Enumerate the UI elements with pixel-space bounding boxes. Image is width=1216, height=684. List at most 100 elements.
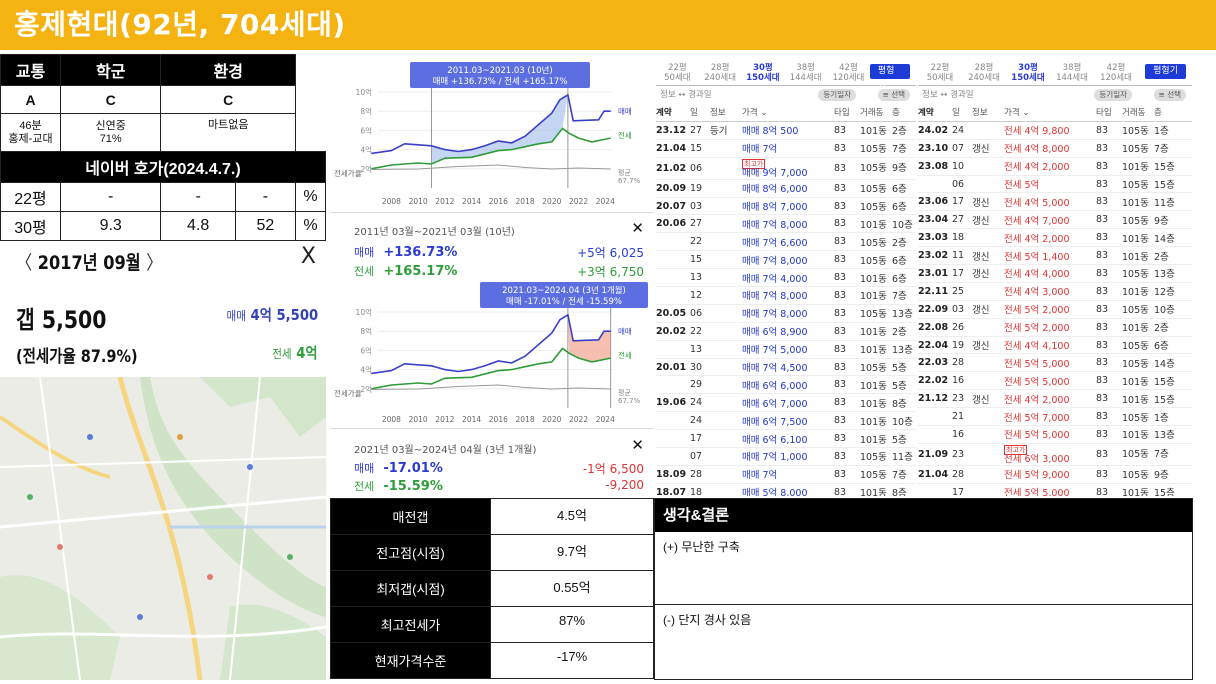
pyeong-tab[interactable]: 28평 240세대	[704, 63, 737, 83]
deal-date: 22.03	[918, 357, 949, 369]
table-row[interactable]: 17 전세 5억 5,000 83 101동 15층	[918, 484, 1192, 496]
deal-type: 83	[834, 182, 847, 194]
close-icon[interactable]: X	[300, 244, 316, 269]
table-row[interactable]: 21.09 23 최고가 전세 6억 3,000 83 105동 7층	[918, 444, 1192, 466]
filter-select-button[interactable]: ≡ 선택	[1153, 89, 1186, 101]
column-header[interactable]: 일	[952, 108, 960, 119]
table-row[interactable]: 21.12 23 갱신 전세 4억 2,000 83 101동 15층	[918, 390, 1192, 409]
table-row[interactable]: 23.08 10 전세 4억 2,000 83 101동 15층	[918, 158, 1192, 176]
next-month-button[interactable]: 〉	[146, 252, 163, 274]
close-icon[interactable]: ✕	[631, 219, 644, 237]
thoughts-pro[interactable]: (+) 무난한 구축	[655, 532, 1192, 605]
pyeong-tab[interactable]: 22평 50세대	[926, 63, 954, 83]
deal-price: 매매 6억 6,100	[742, 434, 808, 446]
table-row[interactable]: 22.08 26 전세 5억 2,000 83 101동 2층	[918, 319, 1192, 337]
table-row[interactable]: 12 매매 7억 8,000 83 101동 7층	[656, 287, 916, 305]
table-row[interactable]: 29 매매 6억 6,000 83 101동 5층	[656, 376, 916, 395]
table-row[interactable]: 06 전세 5억 83 105동 15층	[918, 176, 1192, 194]
table-row[interactable]: 24 매매 6억 7,500 83 101동 10층	[656, 412, 916, 431]
table-row[interactable]: 13 매매 7억 4,000 83 101동 6층	[656, 269, 916, 288]
table-row[interactable]: 22.02 16 전세 5억 5,000 83 101동 15층	[918, 372, 1192, 391]
deal-type: 83	[834, 272, 847, 284]
table-row[interactable]: 23.04 27 갱신 전세 4억 7,000 83 105동 9층	[918, 211, 1192, 230]
table-row[interactable]: 07 매매 7억 1,000 83 105동 11층	[656, 448, 916, 466]
table-row[interactable]: 22.09 03 갱신 전세 5억 2,000 83 105동 10층	[918, 301, 1192, 319]
deal-day: 24	[690, 397, 703, 409]
filter-date-button[interactable]: 등기일자	[818, 89, 856, 101]
price-chart-2[interactable]: 10억 8억 6억 4억 2억 2008 2010 2012 2014 2016 2018 2020 2…	[330, 280, 654, 428]
column-header[interactable]: 층	[892, 108, 900, 119]
table-row[interactable]: 24.02 24 전세 4억 9,800 83 105동 1층	[918, 122, 1192, 140]
column-header[interactable]: 가격 ⌄	[742, 108, 768, 119]
pyeong-tab[interactable]: 30평 150세대	[1011, 63, 1045, 83]
close-icon[interactable]: ✕	[631, 436, 644, 454]
table-row[interactable]: 23.01 17 갱신 전세 4억 4,000 83 105동 13층	[918, 265, 1192, 283]
thoughts-con[interactable]: (-) 단지 경사 있음	[663, 613, 752, 627]
table-row[interactable]: 20.06 27 매매 7억 8,000 83 101동 10층	[656, 215, 916, 234]
table-row[interactable]: 22.04 19 갱신 전세 4억 4,100 83 105동 6층	[918, 337, 1192, 355]
deal-floor: 2층	[892, 327, 907, 339]
table-row[interactable]: 20.05 06 매매 7억 8,000 83 105동 13층	[656, 305, 916, 323]
table-row[interactable]: 20.07 03 매매 8억 7,000 83 105동 6층	[656, 198, 916, 216]
pyeong-tab[interactable]: 38평 144세대	[789, 63, 822, 83]
table-row[interactable]: 19.06 24 매매 6억 7,000 83 101동 8층	[656, 394, 916, 413]
filter-select-button[interactable]: ≡ 선택	[877, 89, 910, 101]
table-row[interactable]: 20.01 30 매매 7억 4,500 83 105동 5층	[656, 359, 916, 377]
column-header[interactable]: 층	[1154, 108, 1162, 119]
deal-dong: 101동	[1122, 162, 1149, 174]
table-row[interactable]: 23.03 18 전세 4억 2,000 83 101동 14층	[918, 229, 1192, 248]
column-header[interactable]: 정보	[972, 108, 988, 119]
column-header[interactable]: 타입	[1096, 108, 1112, 119]
table-row[interactable]: 20.02 22 매매 6억 8,900 83 101동 2층	[656, 323, 916, 341]
table-row[interactable]: 22 매매 7억 6,600 83 105동 2층	[656, 233, 916, 252]
deal-dong: 105동	[860, 184, 887, 196]
pyeong-button[interactable]: 평형기	[1145, 64, 1186, 79]
table-row[interactable]: 23.06 17 갱신 전세 4억 5,000 83 101동 11층	[918, 193, 1192, 212]
table-row[interactable]: 23.12 27 등기 매매 8억 500 83 101동 2층	[656, 122, 916, 140]
table-row[interactable]: 15 매매 7억 8,000 83 105동 6층	[656, 251, 916, 270]
deal-dong: 105동	[1122, 144, 1149, 156]
filter-date-button[interactable]: 등기일자	[1094, 89, 1132, 101]
column-header[interactable]: 타입	[834, 108, 850, 119]
column-header[interactable]: 가격 ⌄	[1004, 108, 1030, 119]
table-row[interactable]: 23.10 07 갱신 전세 4억 8,000 83 105동 7층	[918, 140, 1192, 158]
table-row[interactable]: 22.03 28 전세 5억 5,000 83 105동 14층	[918, 354, 1192, 373]
table-row[interactable]: 13 매매 7억 5,000 83 101동 13층	[656, 341, 916, 359]
area-map[interactable]	[0, 377, 326, 680]
table-row[interactable]: 18.07 18 매매 5억 8,000 83 101동 8층	[656, 484, 916, 496]
table-row[interactable]: 18.09 28 매매 7억 83 105동 7층	[656, 466, 916, 484]
jeonse-price: 전세 4억	[272, 344, 318, 362]
table-row[interactable]: 21.04 28 전세 5억 9,000 83 105동 9층	[918, 466, 1192, 484]
column-header[interactable]: 거래동	[860, 108, 884, 119]
deal-dong: 101동	[860, 273, 887, 285]
prev-month-button[interactable]: 〈	[16, 252, 33, 274]
column-header[interactable]: 거래동	[1122, 108, 1146, 119]
price-chart-1-svg: 10억 8억 6억 4억 2억 2008 2010 2012 2014 2016 2018 2020 2…	[334, 62, 641, 206]
pyeong-tab[interactable]: 28평 240세대	[968, 63, 1000, 83]
deal-date: 20.05	[656, 307, 687, 319]
table-row[interactable]: 21.02 06 최고가 매매 9억 7,000 83 105동 9층	[656, 158, 916, 180]
table-row[interactable]: 21.04 15 매매 7억 83 105동 7층	[656, 140, 916, 158]
price-chart-1[interactable]: 10억 8억 6억 4억 2억 2008 2010 2012 2014 2016 2018 2020 2…	[330, 60, 654, 210]
pyeong-tab[interactable]: 22평 50세대	[664, 63, 691, 83]
deal-dong: 105동	[860, 237, 887, 249]
deal-day: 18	[952, 232, 965, 244]
pyeong-button[interactable]: 평형기	[869, 64, 910, 91]
column-header[interactable]: 정보	[710, 108, 726, 119]
pyeong-tab[interactable]: 30평 150세대	[746, 63, 780, 83]
column-header[interactable]: 일	[690, 108, 698, 119]
table-row[interactable]: 20.09 19 매매 8억 6,000 83 105동 6층	[656, 180, 916, 198]
column-header[interactable]: 계약	[656, 108, 672, 119]
deal-type: 83	[834, 486, 847, 496]
table-row[interactable]: 23.02 11 갱신 전세 5억 1,400 83 101동 2층	[918, 247, 1192, 266]
table-row[interactable]: 17 매매 6억 6,100 83 101동 5층	[656, 430, 916, 449]
table-row[interactable]: 16 전세 5억 5,000 83 101동 13층	[918, 426, 1192, 444]
column-header[interactable]: 계약	[918, 108, 934, 119]
table-row[interactable]: 22.11 25 전세 4억 3,000 83 101동 12층	[918, 283, 1192, 301]
pyeong-tab[interactable]: 42평 120세대	[832, 63, 865, 83]
pyeong-tab[interactable]: 38평 144세대	[1056, 63, 1088, 83]
deal-floor: 12층	[1154, 287, 1175, 299]
pyeong-tab[interactable]: 42평 120세대	[1100, 63, 1132, 83]
sale-price-line	[371, 93, 611, 155]
table-row[interactable]: 21 전세 5억 7,000 83 105동 1층	[918, 408, 1192, 427]
